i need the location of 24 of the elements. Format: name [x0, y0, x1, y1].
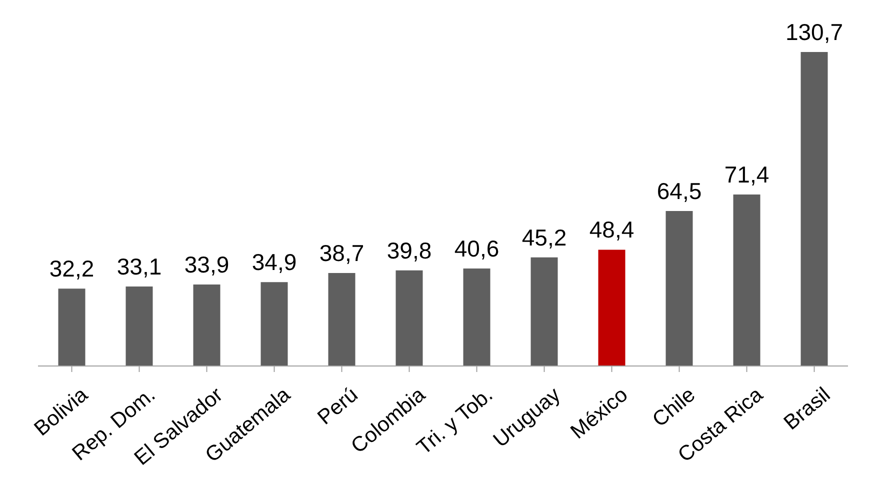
bar — [396, 270, 423, 366]
bar — [328, 273, 356, 366]
data-label: 32,2 — [49, 256, 94, 282]
data-label: 45,2 — [522, 224, 567, 250]
data-label: 33,9 — [184, 252, 230, 278]
data-label: 33,1 — [116, 253, 162, 280]
data-label: 38,7 — [319, 240, 364, 266]
data-label: 39,8 — [386, 237, 432, 264]
bar — [58, 288, 86, 366]
data-label: 64,5 — [656, 178, 702, 204]
bar — [598, 250, 626, 366]
data-label: 40,6 — [454, 235, 500, 262]
bar — [463, 268, 490, 366]
bar — [530, 257, 558, 366]
bar — [733, 194, 760, 366]
bar — [193, 284, 220, 366]
data-label: 71,4 — [724, 161, 770, 188]
data-label: 130,7 — [785, 19, 844, 45]
bar — [126, 286, 153, 366]
data-label: 48,4 — [589, 216, 634, 243]
data-label: 34,9 — [252, 249, 297, 276]
bar — [260, 282, 288, 366]
bar — [800, 52, 828, 366]
bar — [666, 211, 693, 366]
